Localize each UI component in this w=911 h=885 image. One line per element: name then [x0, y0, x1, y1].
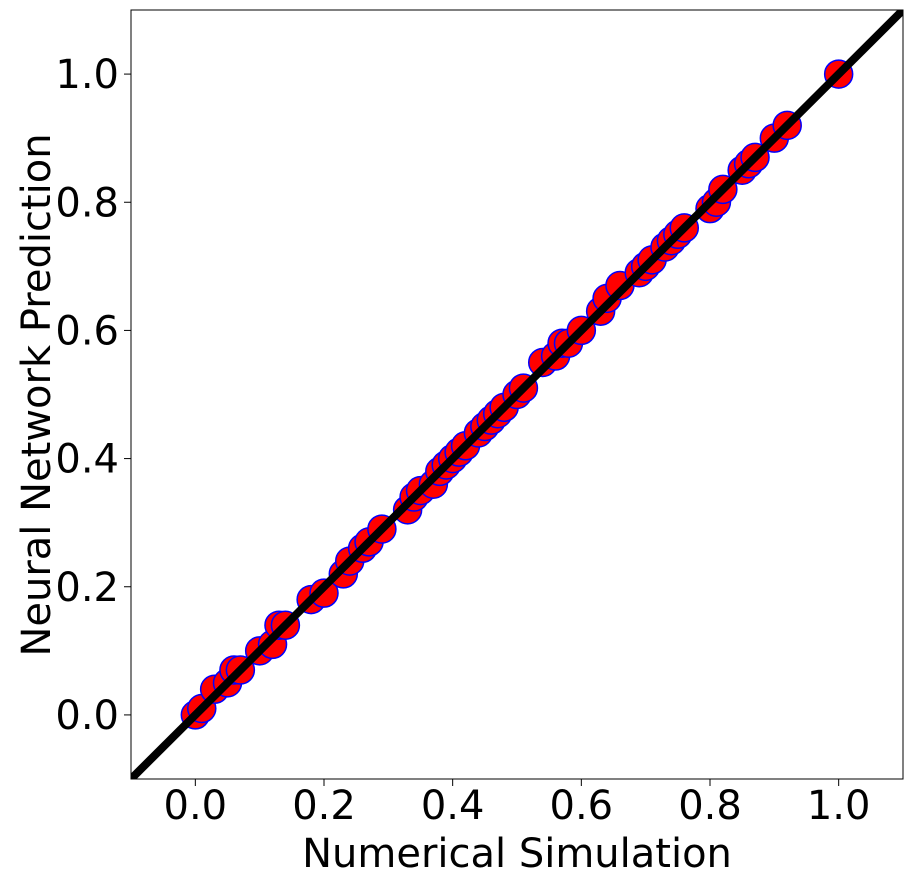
x-axis-label: Numerical Simulation — [302, 831, 732, 877]
x-tick-label: 0.4 — [421, 783, 485, 829]
point — [309, 578, 339, 608]
x-tick-label: 1.0 — [807, 783, 871, 829]
x-tick-label: 0.0 — [164, 783, 228, 829]
x-tick-label: 0.8 — [678, 783, 742, 829]
y-axis-label: Neural Network Prediction — [14, 133, 60, 656]
y-tick-label: 0.2 — [55, 565, 119, 611]
plot-frame — [130, 9, 904, 780]
y-tick-label: 0.4 — [55, 437, 119, 483]
y-tick-label: 0.6 — [55, 308, 119, 354]
x-tick-label: 0.2 — [292, 783, 356, 829]
y-tick-label: 0.0 — [55, 693, 119, 739]
y-tick-label: 1.0 — [55, 52, 119, 98]
x-tick-label: 0.6 — [550, 783, 614, 829]
y-tick-label: 0.8 — [55, 180, 119, 226]
identity-line — [131, 10, 903, 779]
